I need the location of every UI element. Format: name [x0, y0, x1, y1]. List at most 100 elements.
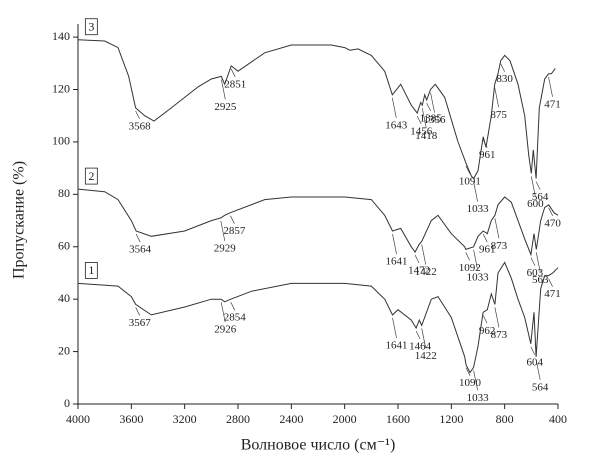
peak-label: 2926: [214, 324, 237, 336]
peak-label: 2929: [214, 242, 237, 254]
peak-leader: [548, 76, 553, 97]
peak-label: 1422: [415, 350, 437, 362]
peak-leader: [465, 165, 471, 175]
peak-label: 600: [527, 198, 544, 210]
peak-label: 564: [532, 191, 549, 203]
x-tick-label: 800: [496, 412, 514, 426]
peak-leader: [473, 181, 478, 202]
peak-label: 470: [544, 217, 561, 229]
peak-leader: [473, 370, 478, 391]
peak-label: 563: [532, 274, 549, 286]
peak-leader: [230, 302, 236, 311]
peak-leader: [535, 359, 541, 380]
series-label-box: [84, 262, 98, 279]
peak-label: 1456: [410, 126, 433, 138]
y-tick-label: 80: [58, 186, 70, 200]
peak-label: 830: [496, 73, 513, 85]
peak-leader: [535, 252, 541, 273]
peak-leader: [482, 315, 488, 324]
peak-label: 604: [527, 356, 544, 368]
x-tick-label: 1600: [386, 412, 410, 426]
peak-leader: [482, 139, 488, 148]
x-tick-label: 2000: [333, 412, 357, 426]
peak-leader: [392, 233, 397, 255]
y-axis-title: Пропускание (%): [11, 161, 28, 279]
x-tick-label: 3200: [173, 412, 197, 426]
peak-label: 1033: [467, 392, 490, 404]
peak-leader: [494, 218, 500, 239]
peak-leader: [416, 115, 422, 125]
peak-label: 3564: [129, 244, 152, 256]
y-tick-label: 140: [52, 29, 70, 43]
y-tick-label: 20: [58, 343, 70, 357]
peak-label: 3568: [129, 120, 152, 132]
peak-label: 873: [491, 329, 508, 341]
peak-leader: [135, 110, 140, 120]
peak-leader: [530, 346, 536, 355]
x-tick-label: 4000: [66, 412, 90, 426]
peak-label: 2857: [223, 225, 246, 237]
peak-label: 564: [532, 381, 549, 393]
y-tick-label: 120: [52, 81, 70, 95]
peak-leader: [414, 254, 420, 264]
peak-leader: [220, 79, 226, 100]
peak-label: 471: [544, 288, 561, 300]
peak-label: 1090: [459, 377, 482, 389]
series-label: 1: [88, 263, 94, 277]
peak-leader: [430, 92, 435, 113]
y-tick-label: 0: [64, 396, 70, 410]
peak-leader: [465, 367, 471, 376]
peak-label: 1091: [459, 175, 481, 187]
peak-label: 1385: [420, 113, 443, 125]
series-label: 3: [88, 19, 94, 33]
peak-label: 873: [491, 240, 508, 252]
peak-leader: [421, 244, 427, 265]
peak-leader: [135, 233, 141, 243]
peak-leader: [482, 233, 488, 243]
peak-label: 2854: [224, 312, 247, 324]
peak-label: 1472: [408, 265, 430, 277]
peak-label: 2851: [224, 78, 246, 90]
peak-label: 1464: [409, 341, 432, 353]
x-tick-label: 400: [549, 412, 567, 426]
peak-leader: [220, 302, 226, 323]
peak-label: 961: [479, 149, 496, 161]
y-tick-label: 100: [52, 134, 70, 148]
peak-label: 1641: [386, 339, 408, 351]
peak-leader: [535, 181, 541, 190]
peak-leader: [220, 220, 226, 241]
peak-leader: [392, 317, 397, 338]
peak-label: 2925: [214, 101, 237, 113]
peak-label: 875: [490, 109, 507, 121]
peak-label: 1418: [415, 130, 438, 142]
spectrum-line: [77, 188, 559, 257]
peak-label: 961: [479, 244, 496, 256]
peak-leader: [426, 102, 431, 112]
peak-leader: [135, 307, 141, 316]
peak-label: 1422: [415, 266, 437, 278]
peak-leader: [494, 307, 500, 328]
peak-label: 1643: [385, 119, 408, 131]
series-label: 2: [88, 169, 94, 183]
x-tick-label: 2400: [279, 412, 303, 426]
x-tick-label: 1200: [439, 412, 463, 426]
spectrum-line: [77, 39, 556, 180]
peak-label: 1356: [424, 114, 447, 126]
peak-leader: [530, 257, 536, 266]
peak-leader: [415, 330, 421, 340]
y-tick-label: 60: [58, 239, 70, 253]
peak-leader: [230, 215, 235, 224]
peak-leader: [473, 249, 478, 270]
x-axis-title: Волновое число (см⁻¹): [241, 437, 396, 454]
peak-leader: [465, 252, 471, 261]
x-tick-label: 3600: [119, 412, 143, 426]
peak-leader: [421, 108, 427, 129]
series-label-box: [84, 167, 98, 185]
peak-leader: [548, 278, 553, 287]
peak-leader: [494, 87, 500, 108]
peak-label: 962: [479, 325, 496, 337]
peak-label: 3567: [129, 317, 152, 329]
peak-label: 1092: [459, 262, 481, 274]
y-tick-label: 40: [58, 291, 70, 305]
